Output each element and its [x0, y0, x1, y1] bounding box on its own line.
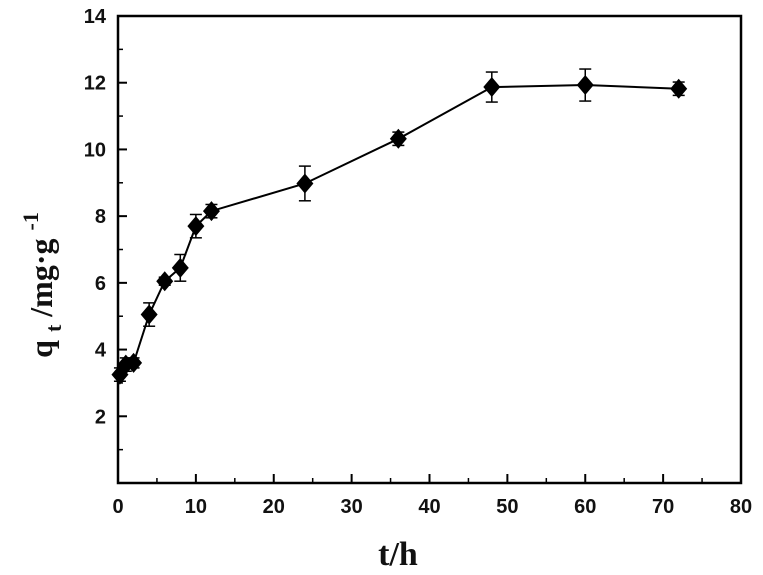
ticks-layer: 0 10 20 30 40 50 60 70 80 2 4 6 8 10 12 14 — [84, 6, 752, 518]
x-tick-label: 50 — [496, 496, 518, 518]
data-point-marker — [576, 75, 594, 96]
x-tick-label: 0 — [112, 496, 123, 518]
data-point-marker — [670, 78, 688, 99]
data-point-marker — [156, 271, 174, 292]
x-tick-label: 40 — [418, 496, 440, 518]
y-tick-label: 12 — [84, 73, 106, 95]
x-tick-label: 80 — [730, 496, 752, 518]
x-tick-label: 60 — [574, 496, 596, 518]
data-point-marker — [117, 354, 135, 375]
y-axis-title-superscript: -1 — [18, 212, 43, 230]
y-axis-title-rest: /mg·g — [23, 238, 59, 317]
x-tick-label: 70 — [652, 496, 674, 518]
data-point-marker — [483, 77, 501, 98]
data-point-marker — [125, 352, 143, 373]
y-tick-label: 14 — [84, 6, 107, 28]
y-axis-title-subscript: t — [41, 324, 66, 332]
series-line — [119, 83, 679, 376]
data-point-marker — [171, 257, 189, 278]
y-tick-label: 4 — [95, 340, 107, 362]
y-axis-title: q t /mg·g -1 — [18, 212, 68, 358]
y-tick-label: 6 — [95, 273, 106, 295]
y-tick-label: 10 — [84, 139, 106, 161]
x-tick-label: 20 — [263, 496, 285, 518]
y-axis-title-main: q — [23, 340, 59, 358]
x-tick-label: 30 — [341, 496, 363, 518]
data-point-marker — [296, 173, 314, 194]
data-point-marker — [187, 216, 205, 237]
data-layer — [111, 68, 688, 385]
y-tick-label: 8 — [95, 206, 106, 228]
data-point-marker — [389, 128, 407, 149]
data-point-marker — [140, 304, 158, 325]
y-tick-label: 2 — [95, 406, 106, 428]
plot-frame — [116, 14, 743, 485]
x-tick-label: 10 — [185, 496, 207, 518]
data-point-marker — [202, 201, 220, 222]
x-axis-title: t/h — [378, 536, 418, 573]
